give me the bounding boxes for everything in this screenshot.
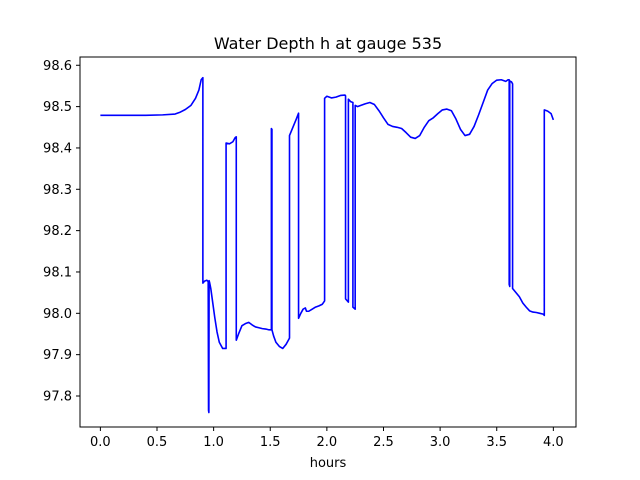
series-layer	[100, 76, 555, 414]
x-tick-label: 2.5	[373, 435, 394, 450]
x-tick-label: 3.0	[430, 435, 451, 450]
y-axis-ticks: 97.8 97.9 98.0 98.1 98.2 98.3 98.4 98.5 98.6	[43, 59, 80, 404]
x-tick-label: 4.0	[543, 435, 564, 450]
y-tick-label: 98.4	[43, 141, 72, 156]
y-tick-label: 97.9	[43, 348, 72, 363]
x-tick-label: 3.5	[486, 435, 507, 450]
x-tick-label: 2.0	[317, 435, 338, 450]
x-tick-label: 0.5	[147, 435, 168, 450]
y-tick-label: 98.3	[43, 183, 72, 198]
y-tick-label: 98.2	[43, 224, 72, 239]
y-tick-label: 98.6	[43, 59, 72, 74]
x-tick-label: 1.5	[260, 435, 281, 450]
y-tick-label: 98.5	[43, 100, 72, 115]
x-axis-label: hours	[310, 456, 347, 471]
y-tick-label: 98.0	[43, 307, 72, 322]
x-axis-ticks: 0.0 0.5 1.0 1.5 2.0 2.5 3.0 3.5 4.0	[90, 427, 564, 450]
chart-title: Water Depth h at gauge 535	[214, 34, 442, 53]
plot-area-frame	[79, 56, 577, 428]
series-line-0	[100, 76, 555, 414]
y-tick-label: 97.8	[43, 389, 72, 404]
x-tick-label: 0.0	[90, 435, 111, 450]
x-tick-label: 1.0	[203, 435, 224, 450]
y-tick-label: 98.1	[43, 265, 72, 280]
